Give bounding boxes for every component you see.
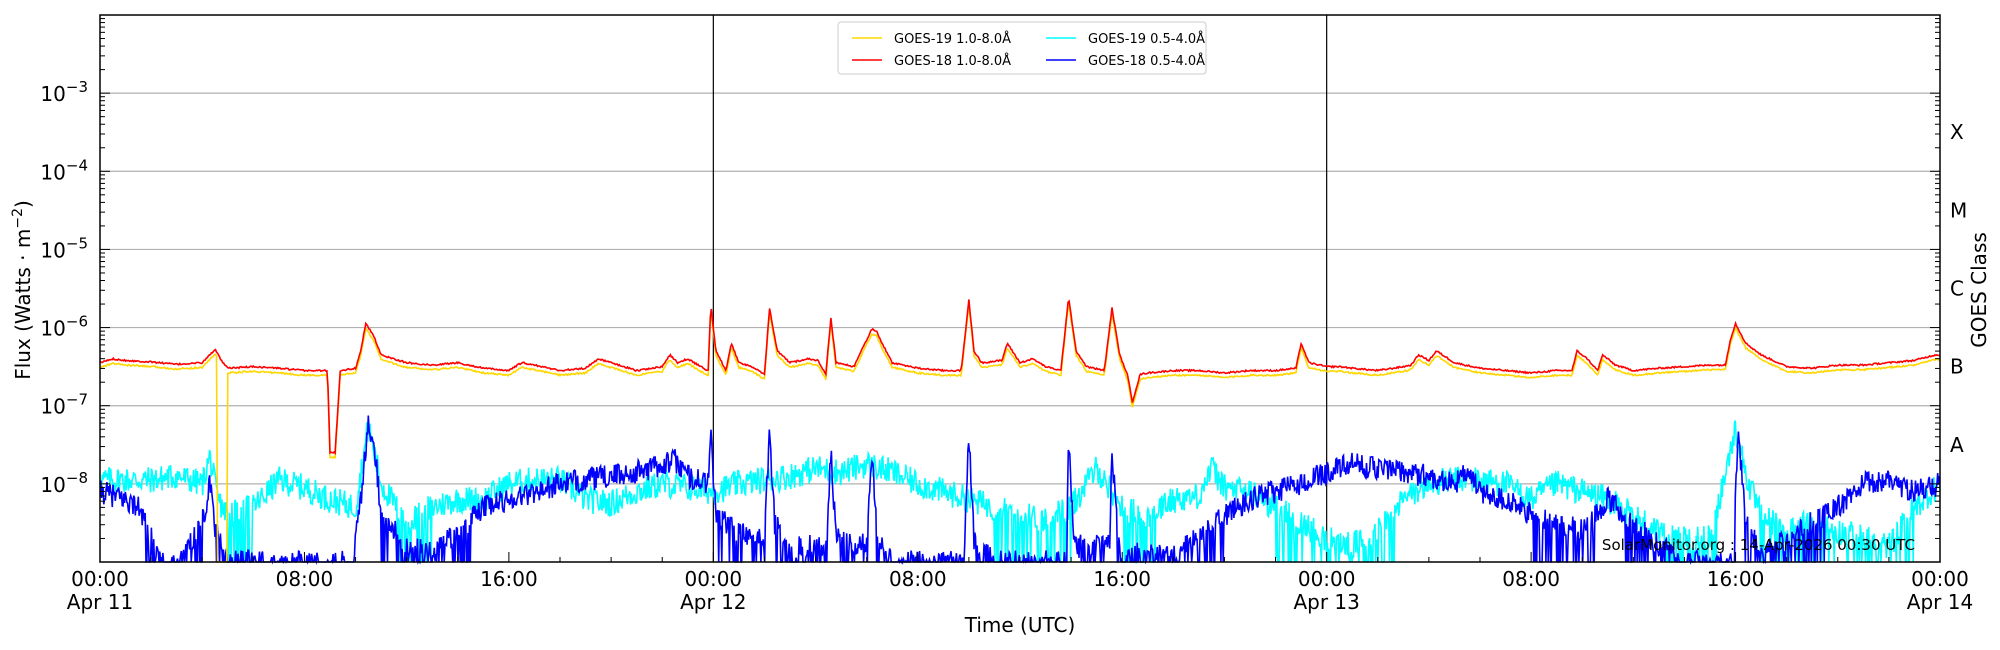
legend-label: GOES-18 0.5-4.0Å [1088, 53, 1205, 69]
credit-annotation: SolarMonitor.org : 14-Apr-2026 00:30 UTC [1602, 536, 1915, 554]
legend: GOES-19 1.0-8.0Å GOES-18 1.0-8.0Å GOES-19 … [837, 21, 1207, 75]
y-tick-label: 10−5 [40, 234, 88, 262]
legend-label: GOES-18 1.0-8.0Å [894, 53, 1011, 69]
x-tick-time: 00:00 [685, 567, 743, 591]
goes-class-ticks: X M C B A [1950, 120, 1967, 457]
x-tick-time: 08:00 [889, 567, 947, 591]
x-tick-date: Apr 13 [1293, 590, 1359, 614]
goes-class-label: X [1950, 120, 1964, 144]
x-tick-time: 16:00 [1093, 567, 1151, 591]
legend-label: GOES-19 1.0-8.0Å [894, 31, 1011, 47]
x-tick-date: Apr 12 [680, 590, 746, 614]
goes-class-label: M [1950, 198, 1967, 222]
goes-class-label: A [1950, 433, 1964, 457]
legend-box [837, 21, 1207, 75]
goes-class-label: C [1950, 277, 1964, 301]
x-axis-title: Time (UTC) [964, 613, 1076, 637]
y-tick-label: 10−3 [40, 78, 88, 106]
series-goes18-1.0-8.0 [99, 299, 1941, 456]
y-axis-ticks: 10−3 10−4 10−5 10−6 10−7 10−8 [40, 18, 1940, 563]
y-axis-right-title: GOES Class [1967, 232, 1991, 348]
legend-label: GOES-19 0.5-4.0Å [1088, 31, 1205, 47]
y-tick-label: 10−8 [40, 469, 88, 497]
goes-class-label: B [1950, 355, 1964, 379]
y-axis-title: Flux (Watts · m−2) [10, 200, 35, 380]
x-tick-time: 00:00 [1911, 567, 1969, 591]
x-tick-date: Apr 14 [1907, 590, 1973, 614]
x-tick-time: 00:00 [71, 567, 129, 591]
y-tick-label: 10−7 [40, 391, 88, 419]
y-tick-label: 10−4 [40, 156, 88, 184]
x-tick-time: 16:00 [480, 567, 538, 591]
x-tick-time: 08:00 [1502, 567, 1560, 591]
horizontal-gridlines [100, 92, 1940, 485]
x-tick-time: 16:00 [1707, 567, 1765, 591]
x-tick-date: Apr 11 [67, 590, 133, 614]
x-tick-time: 08:00 [276, 567, 334, 591]
series-goes19-1.0-8.0 [99, 303, 1941, 563]
y-tick-label: 10−6 [40, 313, 88, 341]
x-tick-time: 00:00 [1298, 567, 1356, 591]
